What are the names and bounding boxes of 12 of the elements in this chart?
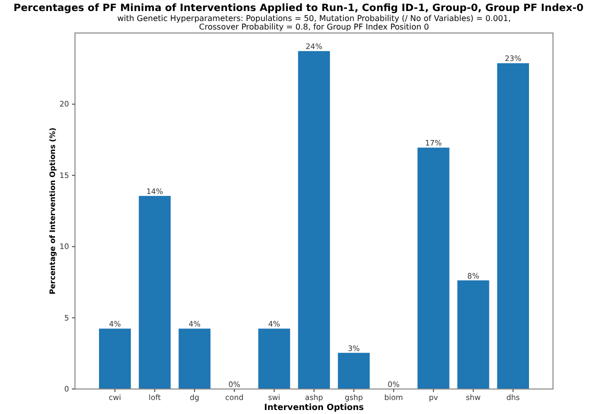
bar [418, 148, 450, 389]
bar [178, 328, 210, 389]
bar [99, 328, 131, 389]
bar [258, 328, 290, 389]
bar [298, 51, 330, 389]
bar [457, 280, 490, 389]
bar [138, 196, 171, 389]
chart-subtitle: with Genetic Hyperparameters: Populations = 50, Mutation Probability (/ No of Variables) = 0.001, Crossover Probability = 0.8, for Group PF Index Position 0 [117, 14, 511, 32]
bar [338, 352, 370, 389]
chart-title: Percentages of PF Minima of Interventions Applied to Run-1, Config ID-1, Group-0, Group PF Index-0 [14, 3, 584, 14]
bar [497, 63, 529, 389]
x-axis-title: Intervention Options [264, 403, 364, 413]
